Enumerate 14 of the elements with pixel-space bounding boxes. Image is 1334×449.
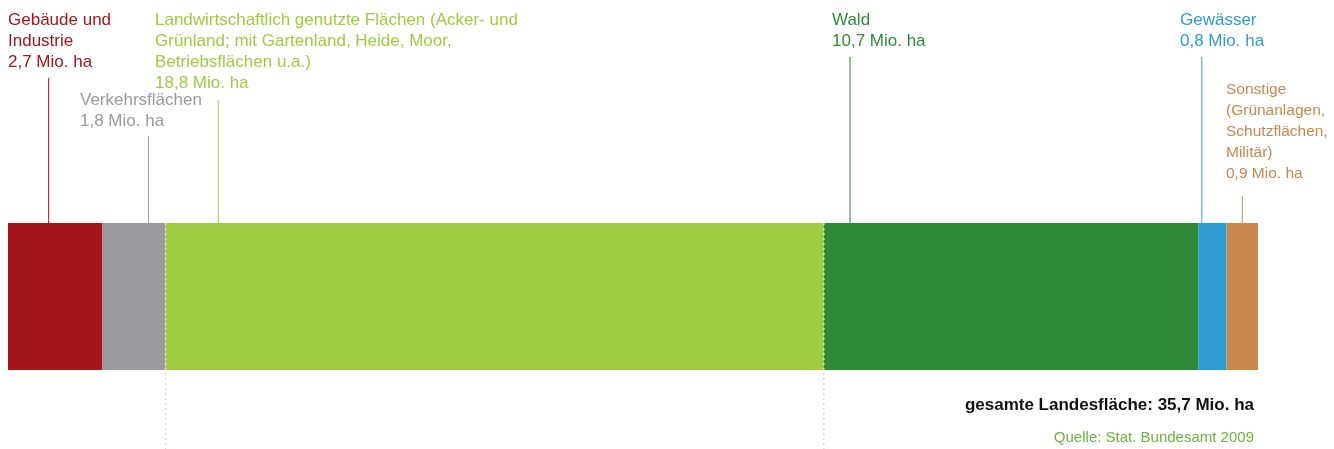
data-label: 0,9 Mio. ha [1226, 164, 1304, 181]
text: Gewässer [1180, 10, 1257, 29]
source-note: Quelle: Stat. Bundesamt 2009 [1053, 428, 1254, 445]
data-label: 0,8 Mio. ha [1180, 31, 1265, 50]
text: Landwirtschaftlich genutzte Flächen (Acker- und Grünland; mit Gartenland, Heide, Moor, Betriebsflächen u.a.) [155, 10, 518, 71]
text: gesamte Landesfläche: 35,7 Mio. ha [964, 395, 1255, 414]
data-label: 1,8 Mio. ha [80, 111, 165, 130]
data-label: 10,7 Mio. ha [832, 31, 927, 50]
text: Sonstige (Grünanlagen, Schutzflächen, Militär) [1226, 80, 1328, 160]
text: Gebäude und Industrie [8, 10, 112, 50]
data-label: 2,7 Mio. ha [8, 52, 93, 71]
text: Wald [832, 10, 871, 29]
text: Verkehrsflächen [80, 90, 202, 109]
data-label: 18,8 Mio. ha [155, 73, 250, 92]
